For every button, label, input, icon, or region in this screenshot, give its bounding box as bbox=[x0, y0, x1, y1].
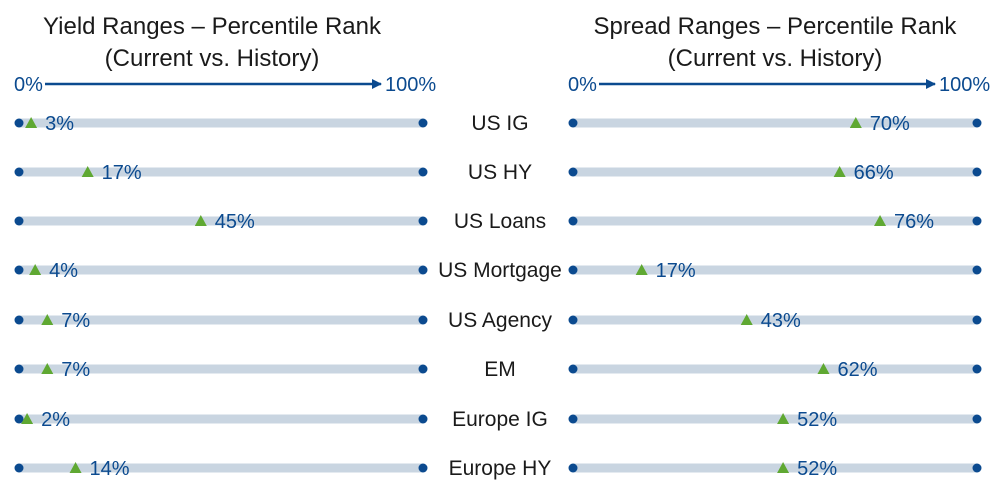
yield-range-max-dot bbox=[418, 315, 428, 325]
spread-axis-start-label: 0% bbox=[568, 74, 597, 96]
yield-chart-title: Yield Ranges – Percentile Rank bbox=[43, 13, 382, 40]
spread-range-min-dot bbox=[568, 315, 578, 325]
category-label: EM bbox=[484, 358, 516, 381]
yield-value-label: 4% bbox=[49, 260, 78, 282]
spread-range-max-dot bbox=[972, 118, 982, 128]
yield-range-max-dot bbox=[418, 216, 428, 226]
spread-range-min-dot bbox=[568, 414, 578, 424]
yield-range-min-dot bbox=[14, 364, 24, 374]
yield-value-label: 2% bbox=[41, 409, 70, 431]
yield-range-max-dot bbox=[418, 265, 428, 275]
category-label: Europe HY bbox=[449, 457, 552, 480]
yield-current-marker-icon bbox=[81, 166, 94, 177]
spread-current-marker-icon bbox=[740, 314, 753, 325]
yield-range-min-dot bbox=[14, 167, 24, 177]
yield-current-marker-icon bbox=[69, 462, 82, 473]
spread-current-marker-icon bbox=[833, 166, 846, 177]
spread-current-marker-icon bbox=[777, 462, 790, 473]
spread-range-min-dot bbox=[568, 463, 578, 473]
spread-range-max-dot bbox=[972, 265, 982, 275]
yield-range-max-dot bbox=[418, 463, 428, 473]
spread-value-label: 70% bbox=[870, 113, 910, 135]
spread-range-min-dot bbox=[568, 118, 578, 128]
yield-range-min-dot bbox=[14, 118, 24, 128]
spread-current-marker-icon bbox=[874, 215, 887, 226]
yield-current-marker-icon bbox=[29, 264, 42, 275]
yield-range-min-dot bbox=[14, 216, 24, 226]
category-label: US Mortgage bbox=[438, 259, 562, 282]
spread-current-marker-icon bbox=[817, 363, 830, 374]
category-label: Europe IG bbox=[452, 408, 548, 431]
yield-range-max-dot bbox=[418, 118, 428, 128]
yield-range-max-dot bbox=[418, 414, 428, 424]
yield-chart-subtitle: (Current vs. History) bbox=[105, 45, 320, 72]
yield-current-marker-icon bbox=[194, 215, 207, 226]
spread-current-marker-icon bbox=[635, 264, 648, 275]
spread-value-label: 66% bbox=[854, 162, 894, 184]
spread-chart-title: Spread Ranges – Percentile Rank bbox=[594, 13, 958, 40]
yield-value-label: 7% bbox=[61, 310, 90, 332]
yield-value-label: 17% bbox=[102, 162, 142, 184]
yield-range-max-dot bbox=[418, 364, 428, 374]
spread-value-label: 43% bbox=[761, 310, 801, 332]
yield-value-label: 45% bbox=[215, 211, 255, 233]
yield-range-min-dot bbox=[14, 265, 24, 275]
spread-value-label: 76% bbox=[894, 211, 934, 233]
yield-current-marker-icon bbox=[41, 314, 54, 325]
yield-range-min-dot bbox=[14, 463, 24, 473]
spread-current-marker-icon bbox=[849, 117, 862, 128]
yield-value-label: 7% bbox=[61, 359, 90, 381]
category-label: US Loans bbox=[454, 210, 546, 233]
category-label: US Agency bbox=[448, 309, 552, 332]
yield-axis-end-label: 100% bbox=[385, 74, 436, 96]
spread-range-max-dot bbox=[972, 414, 982, 424]
yield-axis-start-label: 0% bbox=[14, 74, 43, 96]
yield-current-marker-icon bbox=[21, 413, 34, 424]
spread-range-max-dot bbox=[972, 463, 982, 473]
spread-range-max-dot bbox=[972, 167, 982, 177]
yield-range-max-dot bbox=[418, 167, 428, 177]
yield-current-marker-icon bbox=[25, 117, 38, 128]
spread-range-min-dot bbox=[568, 265, 578, 275]
spread-value-label: 52% bbox=[797, 458, 837, 480]
spread-current-marker-icon bbox=[777, 413, 790, 424]
spread-range-min-dot bbox=[568, 364, 578, 374]
spread-chart-subtitle: (Current vs. History) bbox=[668, 45, 883, 72]
yield-range-min-dot bbox=[14, 315, 24, 325]
spread-value-label: 17% bbox=[656, 260, 696, 282]
spread-range-max-dot bbox=[972, 216, 982, 226]
spread-axis-end-label: 100% bbox=[939, 74, 990, 96]
yield-range-min-dot bbox=[14, 414, 24, 424]
yield-value-label: 14% bbox=[90, 458, 130, 480]
spread-value-label: 52% bbox=[797, 409, 837, 431]
spread-range-min-dot bbox=[568, 167, 578, 177]
category-label: US HY bbox=[468, 161, 532, 184]
category-label: US IG bbox=[471, 112, 528, 135]
yield-value-label: 3% bbox=[45, 113, 74, 135]
spread-value-label: 62% bbox=[837, 359, 877, 381]
yield-current-marker-icon bbox=[41, 363, 54, 374]
spread-range-max-dot bbox=[972, 315, 982, 325]
spread-range-max-dot bbox=[972, 364, 982, 374]
spread-range-min-dot bbox=[568, 216, 578, 226]
